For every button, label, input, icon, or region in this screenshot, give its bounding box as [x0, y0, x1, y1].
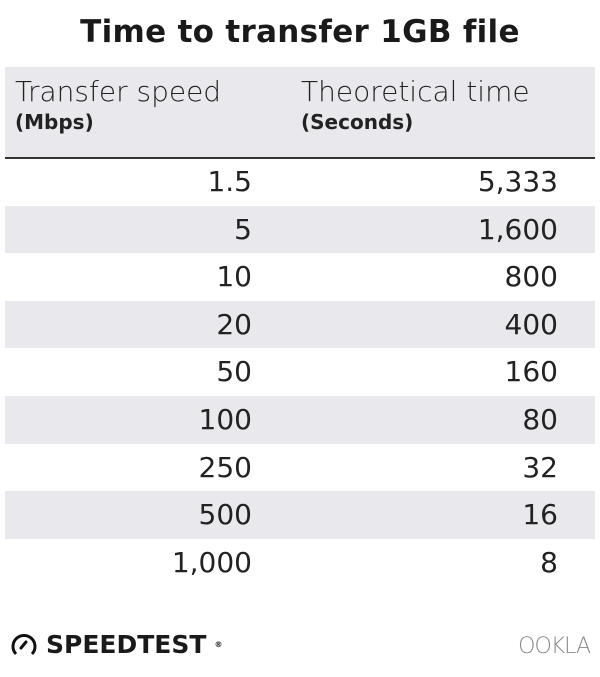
cell-time: 800 [504, 260, 558, 294]
cell-speed: 10 [216, 260, 252, 294]
cell-speed: 20 [216, 307, 252, 341]
gauge-icon [11, 633, 37, 655]
table-row: 1.5 5,333 [5, 158, 595, 206]
cell-time: 80 [522, 403, 558, 436]
table-header: Transfer speed (Mbps) Theoretical time (Se… [5, 67, 595, 159]
cell-time: 400 [504, 307, 558, 341]
cell-time: 16 [522, 498, 558, 532]
table-row: 250 32 [5, 444, 595, 492]
ookla-logo: OOKLA [518, 634, 591, 659]
cell-time: 8 [540, 545, 558, 579]
column-header-speed: Transfer speed (Mbps) [15, 75, 222, 134]
cell-speed: 500 [198, 498, 252, 532]
table-row: 10 800 [5, 253, 595, 301]
chart-title: Time to transfer 1GB file [80, 14, 520, 50]
table-row: 5 1,600 [5, 205, 595, 254]
cell-time: 32 [522, 450, 558, 484]
table-row: 1,000 8 [5, 539, 595, 587]
cell-speed: 50 [216, 355, 252, 389]
cell-speed: 5 [234, 212, 252, 246]
speedtest-logo: SPEEDTEST ® [10, 630, 222, 659]
cell-time: 1,600 [477, 212, 558, 246]
cell-speed: 1,000 [171, 545, 252, 579]
table-row: 100 80 [5, 396, 595, 444]
table-row: 20 400 [5, 300, 595, 349]
column-header-time: Theoretical time (Seconds) [301, 75, 530, 134]
table-row: 500 16 [5, 491, 595, 539]
cell-speed: 250 [198, 450, 252, 484]
cell-speed: 1.5 [207, 165, 252, 198]
cell-time: 160 [504, 355, 558, 389]
cell-speed: 100 [198, 403, 252, 436]
cell-time: 5,333 [477, 165, 558, 198]
table-row: 50 160 [5, 348, 595, 396]
